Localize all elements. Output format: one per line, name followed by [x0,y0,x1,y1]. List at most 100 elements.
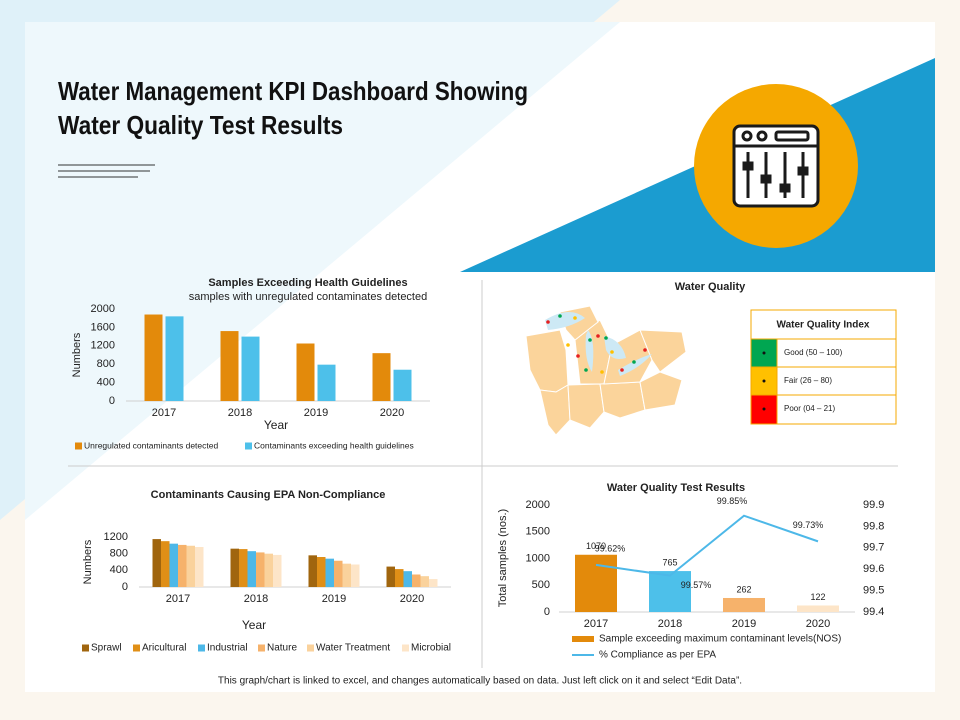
x-axis-label: Year [264,418,288,432]
chart-title: Samples Exceeding Health Guidelines [208,277,407,289]
y2-tick-label: 99.5 [863,585,884,597]
y-tick-label: 1200 [104,531,128,543]
x-tick-label: 2020 [380,407,404,419]
y-axis-label: Numbers [82,539,94,584]
data-label: 1070 [586,541,606,551]
x-tick-label: 2017 [152,407,176,419]
y-tick-label: 1200 [91,340,115,352]
legend-swatch [82,644,89,652]
bar [649,571,691,612]
data-label: 262 [736,584,751,594]
x-tick-label: 2018 [244,593,268,605]
x-tick-label: 2020 [806,618,830,630]
y2-tick-label: 99.8 [863,520,884,532]
data-label: 99.73% [793,520,824,530]
bar [220,331,239,401]
title-line: Water Management KPI Dashboard Showing [58,76,528,106]
bar [178,544,187,587]
legend-label: Contaminants exceeding health guidelines [254,440,414,450]
y-tick-label: 1600 [91,321,115,333]
y-tick-label: 1500 [526,526,550,538]
y-tick-label: 800 [97,358,115,370]
bar [264,553,273,587]
bar [169,543,178,587]
chart-title: Water Quality Test Results [607,482,745,494]
chart-title: Contaminants Causing EPA Non-Compliance [151,489,386,501]
data-label: 765 [662,557,677,567]
bar [273,554,282,587]
bar [395,569,404,587]
x-tick-label: 2019 [304,407,328,419]
legend-label: Water Treatment [316,643,390,654]
x-tick-label: 2019 [322,593,346,605]
map [525,305,687,436]
y-tick-label: 2000 [526,499,550,511]
x-tick-label: 2019 [732,618,756,630]
bar [152,539,161,587]
bar [230,548,239,587]
map-legend [750,309,897,425]
y-axis-label: Numbers [71,332,83,377]
bar [575,554,617,612]
data-label: 99.57% [681,580,712,590]
x-tick-label: 2018 [658,618,682,630]
map-legend-item: Fair (26 – 80) [784,376,832,385]
bar [241,336,260,401]
map-dots [546,314,647,374]
y2-tick-label: 99.7 [863,542,884,554]
map-legend-item: Poor (04 – 21) [784,404,835,413]
bar [403,571,412,587]
bar [325,558,334,587]
legend-swatch [245,442,252,450]
bar [247,551,256,587]
bar [144,314,163,401]
bar [195,547,204,587]
x-tick-label: 2020 [400,593,424,605]
title-line: Water Quality Test Results [58,110,343,140]
y2-tick-label: 99.9 [863,499,884,511]
y2-tick-label: 99.6 [863,563,884,575]
map-legend-item: Good (50 – 100) [784,348,843,357]
bar [256,552,265,587]
bar [386,566,395,587]
y-tick-label: 1000 [526,552,550,564]
legend-swatch [75,442,82,450]
legend-swatch [572,636,594,642]
legend-swatch [198,644,205,652]
bar [165,316,184,401]
chart-subtitle: samples with unregulated contaminates de… [189,291,427,303]
bar [239,549,248,587]
title-rules [58,164,155,178]
bar [372,353,391,401]
data-label: 122 [810,592,825,602]
bar [797,605,839,612]
legend-swatch [133,644,140,652]
bar [161,541,170,587]
bar [317,557,326,587]
y-tick-label: 400 [110,564,128,576]
y-tick-label: 400 [97,377,115,389]
x-axis-label: Year [242,618,266,632]
data-label: 99.62% [595,543,626,553]
y-tick-label: 2000 [91,303,115,315]
mixer-icon [732,124,820,208]
bar [334,560,343,587]
y-tick-label: 500 [532,579,550,591]
map-legend-title: Water Quality Index [777,320,870,331]
bar [429,579,438,587]
legend-swatch [258,644,265,652]
bar [342,563,351,587]
bar [351,564,360,587]
y-tick-label: 800 [110,548,128,560]
bar [308,555,317,587]
bar [723,597,765,612]
y-tick-label: 0 [109,395,115,407]
line [595,514,819,577]
y-tick-label: 0 [122,581,128,593]
legend-label: % Compliance as per EPA [599,650,716,661]
x-tick-label: 2018 [228,407,252,419]
legend-label: Unregulated contaminants detected [84,440,218,450]
y-tick-label: 0 [544,606,550,618]
